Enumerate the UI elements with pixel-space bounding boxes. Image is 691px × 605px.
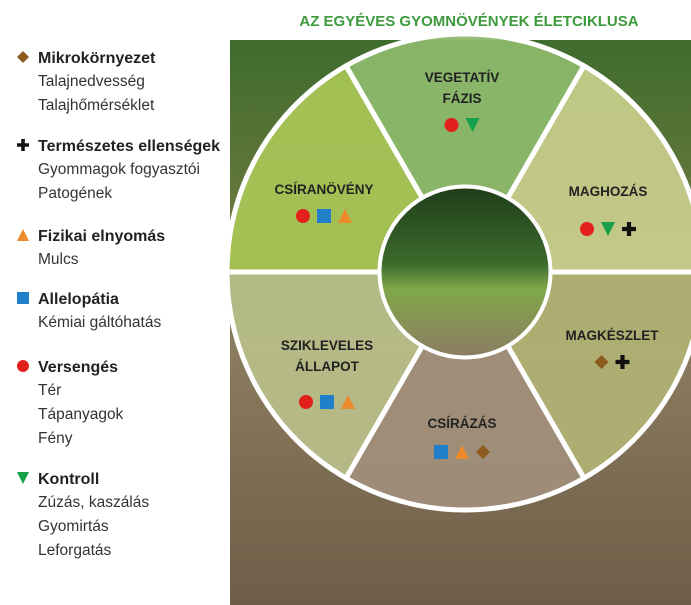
segment-label: VEGETATÍV xyxy=(425,70,500,85)
icon-triangle xyxy=(17,229,29,241)
legend-heading: Versengés xyxy=(38,359,118,376)
segment-label: CSÍRANÖVÉNY xyxy=(274,182,373,197)
icon-down-triangle xyxy=(17,472,29,484)
icon-circle xyxy=(580,222,594,236)
legend: Mikrokörnyezet Talajnedvesség Talajhőmérsé… xyxy=(17,50,220,559)
segment-label: ÁLLAPOT xyxy=(295,359,359,374)
legend-heading: Természetes ellenségek xyxy=(38,138,220,155)
legend-entry: Leforgatás xyxy=(38,542,111,559)
icon-square xyxy=(317,209,331,223)
legend-entry: Talajnedvesség xyxy=(38,73,145,90)
legend-entry: Fény xyxy=(38,430,73,447)
legend-heading: Mikrokörnyezet xyxy=(38,50,156,67)
diagram: VEGETATÍV FÁZIS MAGHOZÁS MAGKÉSZLET CSÍRÁZÁS… xyxy=(0,0,691,605)
segment-label: FÁZIS xyxy=(443,91,482,106)
segment-label: MAGHOZÁS xyxy=(569,184,648,199)
icon-cross xyxy=(17,139,29,151)
legend-entry: Gyomirtás xyxy=(38,518,109,535)
legend-entry: Tápanyagok xyxy=(38,406,124,423)
icon-square xyxy=(434,445,448,459)
legend-entry: Gyommagok fogyasztói xyxy=(38,161,200,178)
center-photo xyxy=(380,187,550,357)
legend-entry: Kémiai gáltóhatás xyxy=(38,314,161,331)
title: AZ EGYÉVES GYOMNÖVÉNYEK ÉLETCIKLUSA xyxy=(299,13,638,30)
legend-entry: Mulcs xyxy=(38,251,79,268)
icon-circle xyxy=(296,209,310,223)
segment-label: SZIKLEVELES xyxy=(281,338,373,353)
icon-square xyxy=(17,292,29,304)
legend-heading: Allelopátia xyxy=(38,291,119,308)
icon-diamond xyxy=(17,51,29,63)
icon-circle xyxy=(299,395,313,409)
icon-square xyxy=(320,395,334,409)
legend-entry: Patogének xyxy=(38,185,112,202)
segment-label: MAGKÉSZLET xyxy=(566,328,660,343)
icon-circle xyxy=(17,360,29,372)
legend-heading: Fizikai elnyomás xyxy=(38,228,165,245)
icon-circle xyxy=(445,118,459,132)
legend-heading: Kontroll xyxy=(38,471,99,488)
legend-entry: Tér xyxy=(38,382,61,399)
legend-entry: Talajhőmérséklet xyxy=(38,97,155,114)
segment-label: CSÍRÁZÁS xyxy=(427,416,496,431)
legend-entry: Zúzás, kaszálás xyxy=(38,494,149,511)
